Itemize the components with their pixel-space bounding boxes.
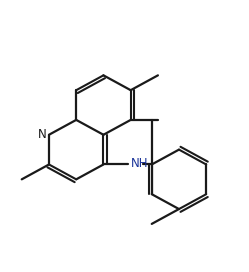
Text: N: N <box>38 128 46 141</box>
Text: NH: NH <box>131 157 149 170</box>
